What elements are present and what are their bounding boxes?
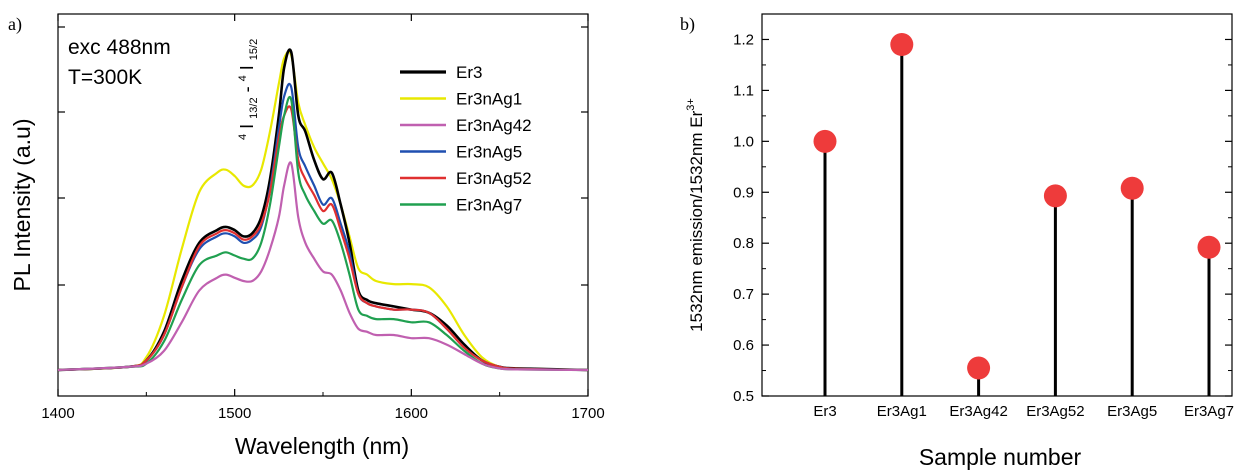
stem-marker-Er3 xyxy=(813,129,837,153)
y-tick-label-b: 0.5 xyxy=(733,388,754,405)
y-tick-label-b: 0.6 xyxy=(733,337,754,354)
legend-label: Er3nAg42 xyxy=(456,116,532,135)
x-tick-label-a: 1500 xyxy=(218,405,251,422)
spectrum-lines xyxy=(57,48,589,372)
plot-frame-b xyxy=(761,13,1233,397)
stem-marker-Er3Ag42 xyxy=(967,356,991,380)
stem-marker-Er3Ag1 xyxy=(890,33,914,57)
x-tick-label-a: 1700 xyxy=(571,405,604,422)
y-tick-label-b: 1.0 xyxy=(733,133,754,150)
stem-marker-Er3Ag7 xyxy=(1197,235,1221,259)
x-axis-title-a: Wavelength (nm) xyxy=(235,433,409,459)
transition-upper-sup: 4 xyxy=(237,134,249,140)
x-tick-label-a: 1600 xyxy=(395,405,428,422)
legend-label: Er3nAg5 xyxy=(456,143,522,162)
y-tick-label-b: 0.9 xyxy=(733,184,754,201)
transition-lower-sup: 4 xyxy=(237,75,249,81)
stem-markers xyxy=(813,33,1221,396)
excitation-annotation: exc 488nm xyxy=(68,36,171,59)
spectrum-chart: 1400 1500 1600 1700 Wavelength (nm) PL Inte… xyxy=(9,13,605,459)
x-tick-label-a: 1400 xyxy=(41,405,74,422)
panel-b-label: b) xyxy=(680,14,695,35)
stem-marker-Er3Ag5 xyxy=(1120,176,1144,200)
y-tick-label-b: 0.8 xyxy=(733,235,754,252)
series-line-Er3nAg1 xyxy=(57,50,589,372)
ratio-chart: 0.5 0.6 0.7 0.8 0.9 1.0 1.1 1.2 Er3 Er3Ag1 Er3Ag4… xyxy=(685,13,1234,470)
x-tick-label-b: Er3Ag42 xyxy=(949,403,1007,420)
temperature-annotation: T=300K xyxy=(68,66,142,89)
legend-label: Er3nAg1 xyxy=(456,90,522,109)
y-tick-label-b: 0.7 xyxy=(733,286,754,303)
y-ticks-b: 0.5 0.6 0.7 0.8 0.9 1.0 1.1 1.2 xyxy=(733,31,1232,405)
transition-lower-letter: I xyxy=(237,65,257,70)
y-axis-title-b-main: 1532nm emission/1532nm Er xyxy=(687,110,706,331)
y-axis-title-b: 1532nm emission/1532nm Er3+ xyxy=(685,98,706,332)
x-tick-label-b: Er3Ag1 xyxy=(877,403,927,420)
transition-label: 4 I 13/2 - 4 I 15/2 xyxy=(230,39,261,140)
y-axis-title-a: PL Intensity (a.u) xyxy=(9,118,35,291)
series-line-Er3nAg7 xyxy=(57,95,589,372)
legend-label: Er3nAg52 xyxy=(456,169,532,188)
x-axis-title-b: Sample number xyxy=(919,444,1082,470)
x-tick-label-b: Er3Ag7 xyxy=(1184,403,1234,420)
x-tick-label-b: Er3 xyxy=(813,403,836,420)
transition-dash: - xyxy=(237,86,257,92)
transition-upper-letter: I xyxy=(237,124,257,129)
x-ticks-b: Er3 Er3Ag1 Er3Ag42 Er3Ag52 Er3Ag5 Er3Ag7 xyxy=(813,403,1234,420)
y-tick-label-b: 1.1 xyxy=(733,82,754,99)
x-ticks-a: 1400 1500 1600 1700 xyxy=(41,14,605,422)
legend-label: Er3nAg7 xyxy=(456,196,522,215)
x-tick-label-b: Er3Ag5 xyxy=(1107,403,1157,420)
transition-upper-sub: 13/2 xyxy=(248,97,260,118)
y-axis-title-b-sup: 3+ xyxy=(685,98,697,111)
legend-label: Er3 xyxy=(456,63,482,82)
series-line-Er3nAg42 xyxy=(57,161,589,372)
y-tick-label-b: 1.2 xyxy=(733,31,754,48)
svg-text:4 I 13/2: 4 I 13/2 - 4 I 15/2 xyxy=(230,39,261,140)
legend-a: Er3 Er3nAg1 Er3nAg42 Er3nAg5 Er3nAg52 Er3nAg7 xyxy=(400,63,532,215)
x-tick-label-b: Er3Ag52 xyxy=(1026,403,1084,420)
series-line-Er3nAg52 xyxy=(57,105,589,372)
transition-lower-sub: 15/2 xyxy=(248,39,260,60)
stem-marker-Er3Ag52 xyxy=(1043,184,1067,208)
panel-a-label: a) xyxy=(8,14,22,35)
